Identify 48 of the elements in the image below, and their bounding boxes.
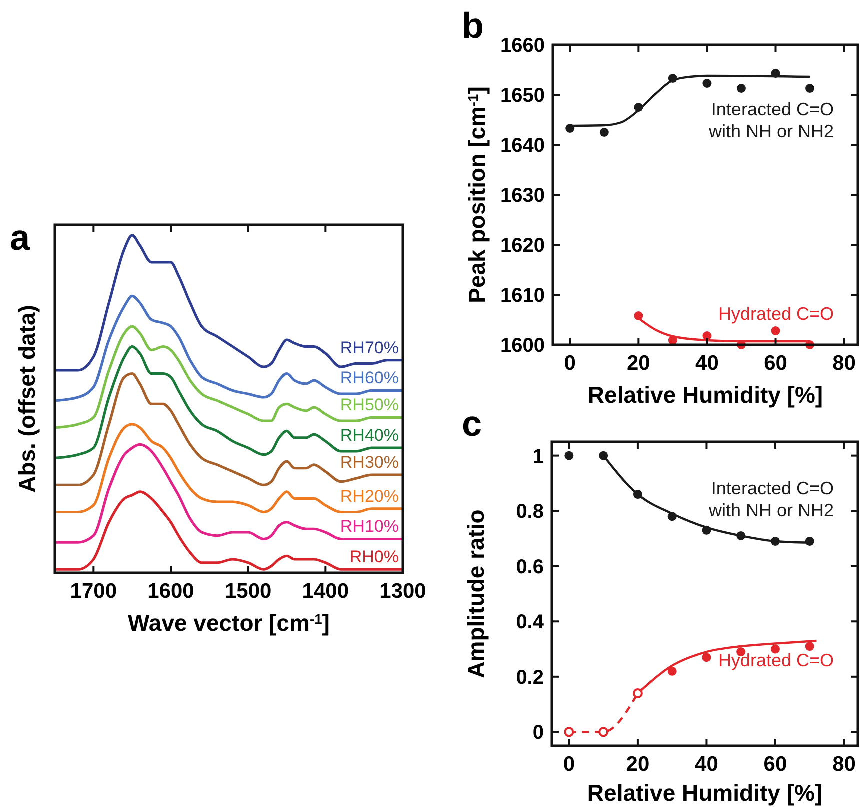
- series-label: Interacted C=O with NH or NH2: [708, 100, 834, 142]
- y-tick-label: 1620: [500, 235, 545, 257]
- legend-label: Interacted C=O with NH or NH2: [708, 478, 834, 520]
- chart-title: a: [10, 217, 31, 258]
- y-tick-label: 0: [532, 722, 544, 744]
- x-tick-label: 1500: [224, 580, 272, 603]
- y-tick-label: 0.2: [516, 666, 544, 689]
- series-label: RH40%: [340, 426, 399, 446]
- x-tick-label: 0: [563, 753, 576, 776]
- series-label: Hydrated C=O: [718, 650, 834, 671]
- x-tick-label: 0: [564, 352, 576, 375]
- x-axis-title: Relative Humidity [%]: [588, 382, 824, 408]
- chart-title: b: [462, 5, 484, 46]
- x-tick-label: 1400: [302, 580, 350, 603]
- x-axis-title: Relative Humidity [%]: [587, 780, 823, 806]
- series-label: RH10%: [340, 517, 399, 536]
- y-axis-title: Amplitude ratio: [463, 510, 489, 678]
- series-label: RH60%: [340, 368, 399, 388]
- x-tick-label: 60: [764, 352, 788, 375]
- y-tick-label: 1600: [500, 335, 545, 357]
- x-tick-label: 1700: [70, 580, 118, 603]
- series-label: RH70%: [340, 338, 399, 358]
- x-tick-label: 40: [695, 753, 718, 776]
- series-label: RH20%: [340, 486, 399, 506]
- y-tick-label: 1650: [500, 85, 545, 107]
- series-label: RH30%: [340, 453, 399, 472]
- y-tick-label: 1610: [500, 285, 545, 307]
- x-tick-label: 80: [832, 352, 856, 375]
- series-label: RH0%: [350, 548, 399, 567]
- x-tick-label: 80: [832, 753, 856, 776]
- y-tick-label: 1630: [500, 185, 545, 207]
- x-tick-label: 60: [764, 753, 788, 776]
- y-axis-title: Abs. (offset data): [14, 305, 40, 493]
- series-label: Hydrated C=O: [718, 304, 834, 324]
- x-tick-label: 20: [626, 352, 650, 375]
- y-tick-label: 0.6: [516, 556, 544, 578]
- y-tick-label: 0.4: [516, 612, 545, 634]
- x-tick-label: 40: [696, 352, 719, 375]
- chart-title: c: [462, 403, 482, 444]
- y-tick-label: 1: [532, 446, 544, 468]
- x-tick-label: 1300: [380, 580, 426, 603]
- y-tick-label: 1640: [500, 135, 545, 157]
- series-label: RH50%: [340, 396, 399, 415]
- y-tick-label: 0.8: [516, 501, 544, 524]
- x-tick-label: 1600: [148, 580, 194, 603]
- x-tick-label: 20: [626, 753, 650, 776]
- x-axis-title: Wave vector [cm$^{-1}$]: [128, 610, 330, 636]
- y-tick-label: 1660: [500, 35, 545, 57]
